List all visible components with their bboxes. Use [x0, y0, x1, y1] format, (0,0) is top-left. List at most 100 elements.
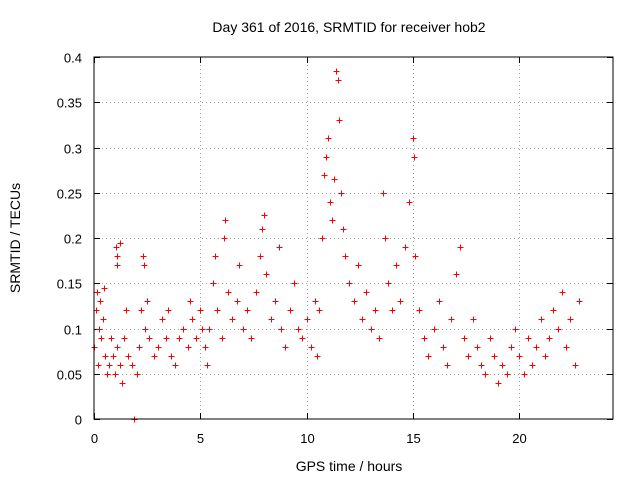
data-point: [499, 362, 506, 369]
data-point: [385, 280, 392, 287]
data-point: [431, 326, 438, 333]
data-point: [312, 298, 319, 305]
data-point: [359, 316, 366, 323]
data-point: [542, 353, 549, 360]
data-point: [180, 326, 187, 333]
data-point: [444, 362, 451, 369]
data-point: [151, 353, 158, 360]
data-point: [402, 244, 409, 251]
data-point: [141, 262, 148, 269]
data-point: [104, 371, 111, 378]
data-point: [478, 362, 485, 369]
plot-frame: [93, 56, 614, 420]
data-point: [525, 335, 532, 342]
data-point: [121, 335, 128, 342]
data-point: [321, 172, 328, 179]
data-point: [380, 190, 387, 197]
data-point: [382, 235, 389, 242]
y-axis-title: SRMTID / TECUs: [7, 183, 23, 293]
data-point: [197, 307, 204, 314]
data-point: [319, 235, 326, 242]
data-point: [287, 307, 294, 314]
data-point: [342, 253, 349, 260]
data-point: [308, 344, 315, 351]
data-point: [351, 298, 358, 305]
data-point: [138, 307, 145, 314]
data-point: [214, 307, 221, 314]
data-point: [244, 307, 251, 314]
data-point: [199, 326, 206, 333]
y-tick-label: 0: [75, 413, 82, 428]
data-point: [222, 217, 229, 224]
data-point: [563, 344, 570, 351]
data-point: [421, 335, 428, 342]
data-point: [108, 335, 115, 342]
data-point: [172, 362, 179, 369]
data-point: [411, 154, 418, 161]
data-point: [123, 307, 130, 314]
data-point: [397, 298, 404, 305]
data-point: [142, 326, 149, 333]
data-point: [376, 335, 383, 342]
data-point: [482, 371, 489, 378]
data-point: [110, 353, 117, 360]
x-tick-label: 5: [197, 431, 204, 446]
data-point: [136, 344, 143, 351]
y-tick-label: 0.1: [64, 323, 82, 338]
data-point: [146, 335, 153, 342]
data-point: [329, 217, 336, 224]
data-point: [234, 298, 241, 305]
data-point: [106, 362, 113, 369]
data-point: [129, 362, 136, 369]
x-tick-label: 10: [300, 431, 314, 446]
data-point: [504, 371, 511, 378]
data-point: [236, 262, 243, 269]
data-point: [567, 316, 574, 323]
data-point: [210, 280, 217, 287]
data-point: [282, 344, 289, 351]
data-point: [114, 262, 121, 269]
data-point: [112, 371, 119, 378]
x-tick-label: 15: [406, 431, 420, 446]
data-point: [304, 316, 311, 323]
data-point: [508, 344, 515, 351]
data-point: [323, 154, 330, 161]
data-point: [368, 326, 375, 333]
data-point: [333, 68, 340, 75]
data-point: [487, 335, 494, 342]
data-point: [248, 335, 255, 342]
data-point: [316, 307, 323, 314]
data-point: [327, 199, 334, 206]
data-point: [555, 326, 562, 333]
data-point: [221, 235, 228, 242]
data-point: [219, 335, 226, 342]
data-point: [155, 344, 162, 351]
data-point: [291, 280, 298, 287]
data-point: [410, 135, 417, 142]
data-point: [168, 353, 175, 360]
data-point: [259, 226, 266, 233]
data-point: [163, 335, 170, 342]
data-point: [576, 298, 583, 305]
chart-title: Day 361 of 2016, SRMTID for receiver hob…: [212, 19, 485, 35]
data-point: [512, 326, 519, 333]
data-point: [119, 380, 126, 387]
data-point: [406, 199, 413, 206]
data-point: [257, 253, 264, 260]
data-point: [263, 271, 270, 278]
data-point: [96, 326, 103, 333]
data-point: [355, 262, 362, 269]
tick-labels: 0 0.05 0.1 0.15 0.2 0.25 0.3 0.35 0.4 0 5 10 15 20: [57, 51, 527, 447]
data-point: [114, 344, 121, 351]
data-point: [98, 335, 105, 342]
y-tick-label: 0.35: [57, 96, 82, 111]
y-tick-label: 0.4: [64, 51, 82, 66]
data-point: [491, 353, 498, 360]
data-point: [299, 335, 306, 342]
y-tick-label: 0.2: [64, 232, 82, 247]
data-point: [325, 135, 332, 142]
data-point: [461, 335, 468, 342]
x-axis-title: GPS time / hours: [296, 458, 403, 474]
data-point: [457, 244, 464, 251]
